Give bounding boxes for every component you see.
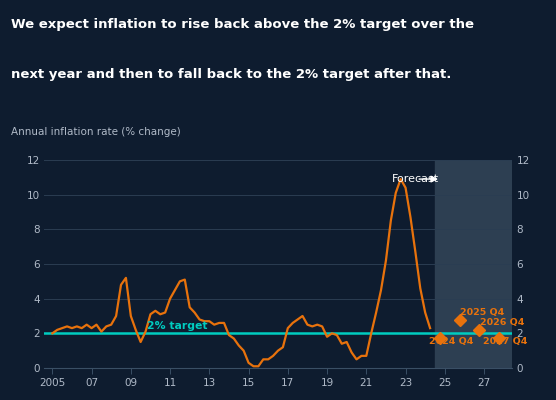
Text: 2% target: 2% target [147, 321, 207, 331]
Text: 2027 Q4: 2027 Q4 [483, 337, 528, 346]
Text: Annual inflation rate (% change): Annual inflation rate (% change) [11, 127, 181, 137]
Text: 2026 Q4: 2026 Q4 [480, 318, 524, 327]
Text: 2024 Q4: 2024 Q4 [429, 337, 474, 346]
Text: 2025 Q4: 2025 Q4 [460, 308, 505, 317]
Text: Forecast: Forecast [392, 174, 439, 184]
Text: We expect inflation to rise back above the 2% target over the: We expect inflation to rise back above t… [11, 18, 474, 31]
Text: next year and then to fall back to the 2% target after that.: next year and then to fall back to the 2… [11, 68, 451, 81]
Bar [435, 160, 512, 368]
